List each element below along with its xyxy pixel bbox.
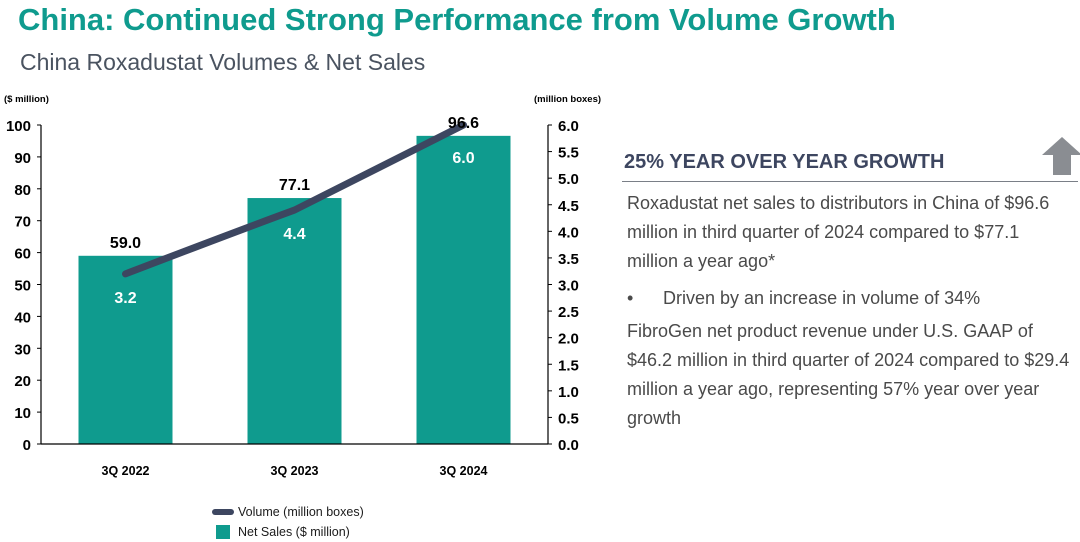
gaap-revenue-paragraph: FibroGen net product revenue under U.S. … — [627, 321, 1070, 428]
category-label: 3Q 2022 — [102, 464, 150, 478]
page-title: China: Continued Strong Performance from… — [18, 2, 896, 37]
left-tick-label: 50 — [14, 278, 31, 295]
right-tick-label: 3.5 — [558, 251, 579, 268]
left-tick-label: 20 — [14, 373, 31, 390]
left-tick-label: 0 — [23, 437, 31, 454]
combo-chart: ($ million) (million boxes) 0 10 20 30 40 50 6… — [4, 94, 601, 478]
right-tick-label: 0.5 — [558, 410, 579, 427]
bar-net-sales — [416, 135, 511, 444]
volume-value-label: 6.0 — [452, 150, 474, 167]
right-tick-label: 1.0 — [558, 384, 579, 401]
left-tick-label: 90 — [14, 150, 31, 167]
page-subtitle: China Roxadustat Volumes & Net Sales — [20, 49, 426, 75]
volume-value-label: 4.4 — [283, 226, 305, 243]
left-tick-label: 80 — [14, 182, 31, 199]
heading-divider — [622, 181, 1078, 182]
right-axis-label: (million boxes) — [534, 94, 601, 105]
category-label: 3Q 2023 — [271, 464, 319, 478]
right-tick-label: 4.5 — [558, 198, 579, 215]
right-tick-label: 2.5 — [558, 304, 579, 321]
right-tick-label: 0.0 — [558, 437, 579, 454]
volume-bullet: • Driven by an increase in volume of 34% — [627, 284, 980, 313]
left-axis-label: ($ million) — [4, 94, 49, 105]
bar-net-sales — [78, 255, 173, 444]
up-arrow-icon — [1042, 137, 1080, 175]
left-tick-label: 60 — [14, 246, 31, 263]
volume-value-label: 3.2 — [114, 290, 136, 307]
left-tick-label: 30 — [14, 341, 31, 358]
bar-net-sales — [247, 198, 342, 444]
bar-value-label: 77.1 — [279, 177, 310, 194]
legend-line-swatch — [212, 509, 234, 515]
legend-item-net-sales: Net Sales ($ million) — [212, 522, 364, 542]
growth-heading: 25% YEAR OVER YEAR GROWTH — [624, 151, 945, 173]
right-tick-label: 1.5 — [558, 357, 579, 374]
legend-label-volume: Volume (million boxes) — [238, 505, 364, 519]
bar-value-label: 96.6 — [448, 115, 479, 132]
bullet-text: Driven by an increase in volume of 34% — [663, 288, 981, 308]
left-tick-label: 70 — [14, 214, 31, 231]
legend-item-volume: Volume (million boxes) — [212, 502, 364, 522]
net-sales-paragraph: Roxadustat net sales to distributors in … — [627, 193, 1050, 271]
left-tick-label: 10 — [14, 405, 31, 422]
right-tick-label: 6.0 — [558, 118, 579, 135]
left-tick-label: 100 — [6, 118, 31, 135]
right-tick-label: 5.0 — [558, 171, 579, 188]
chart-legend: Volume (million boxes) Net Sales ($ mill… — [212, 502, 364, 542]
left-tick-label: 40 — [14, 309, 31, 326]
right-tick-label: 3.0 — [558, 278, 579, 295]
right-tick-label: 2.0 — [558, 331, 579, 348]
right-tick-label: 5.5 — [558, 145, 579, 162]
legend-label-net-sales: Net Sales ($ million) — [238, 525, 350, 539]
legend-bar-swatch — [216, 525, 230, 539]
volume-line — [122, 121, 467, 278]
category-label: 3Q 2024 — [440, 464, 488, 478]
bullet-marker: • — [627, 288, 634, 308]
right-tick-label: 4.0 — [558, 224, 579, 241]
bar-value-label: 59.0 — [110, 235, 141, 252]
